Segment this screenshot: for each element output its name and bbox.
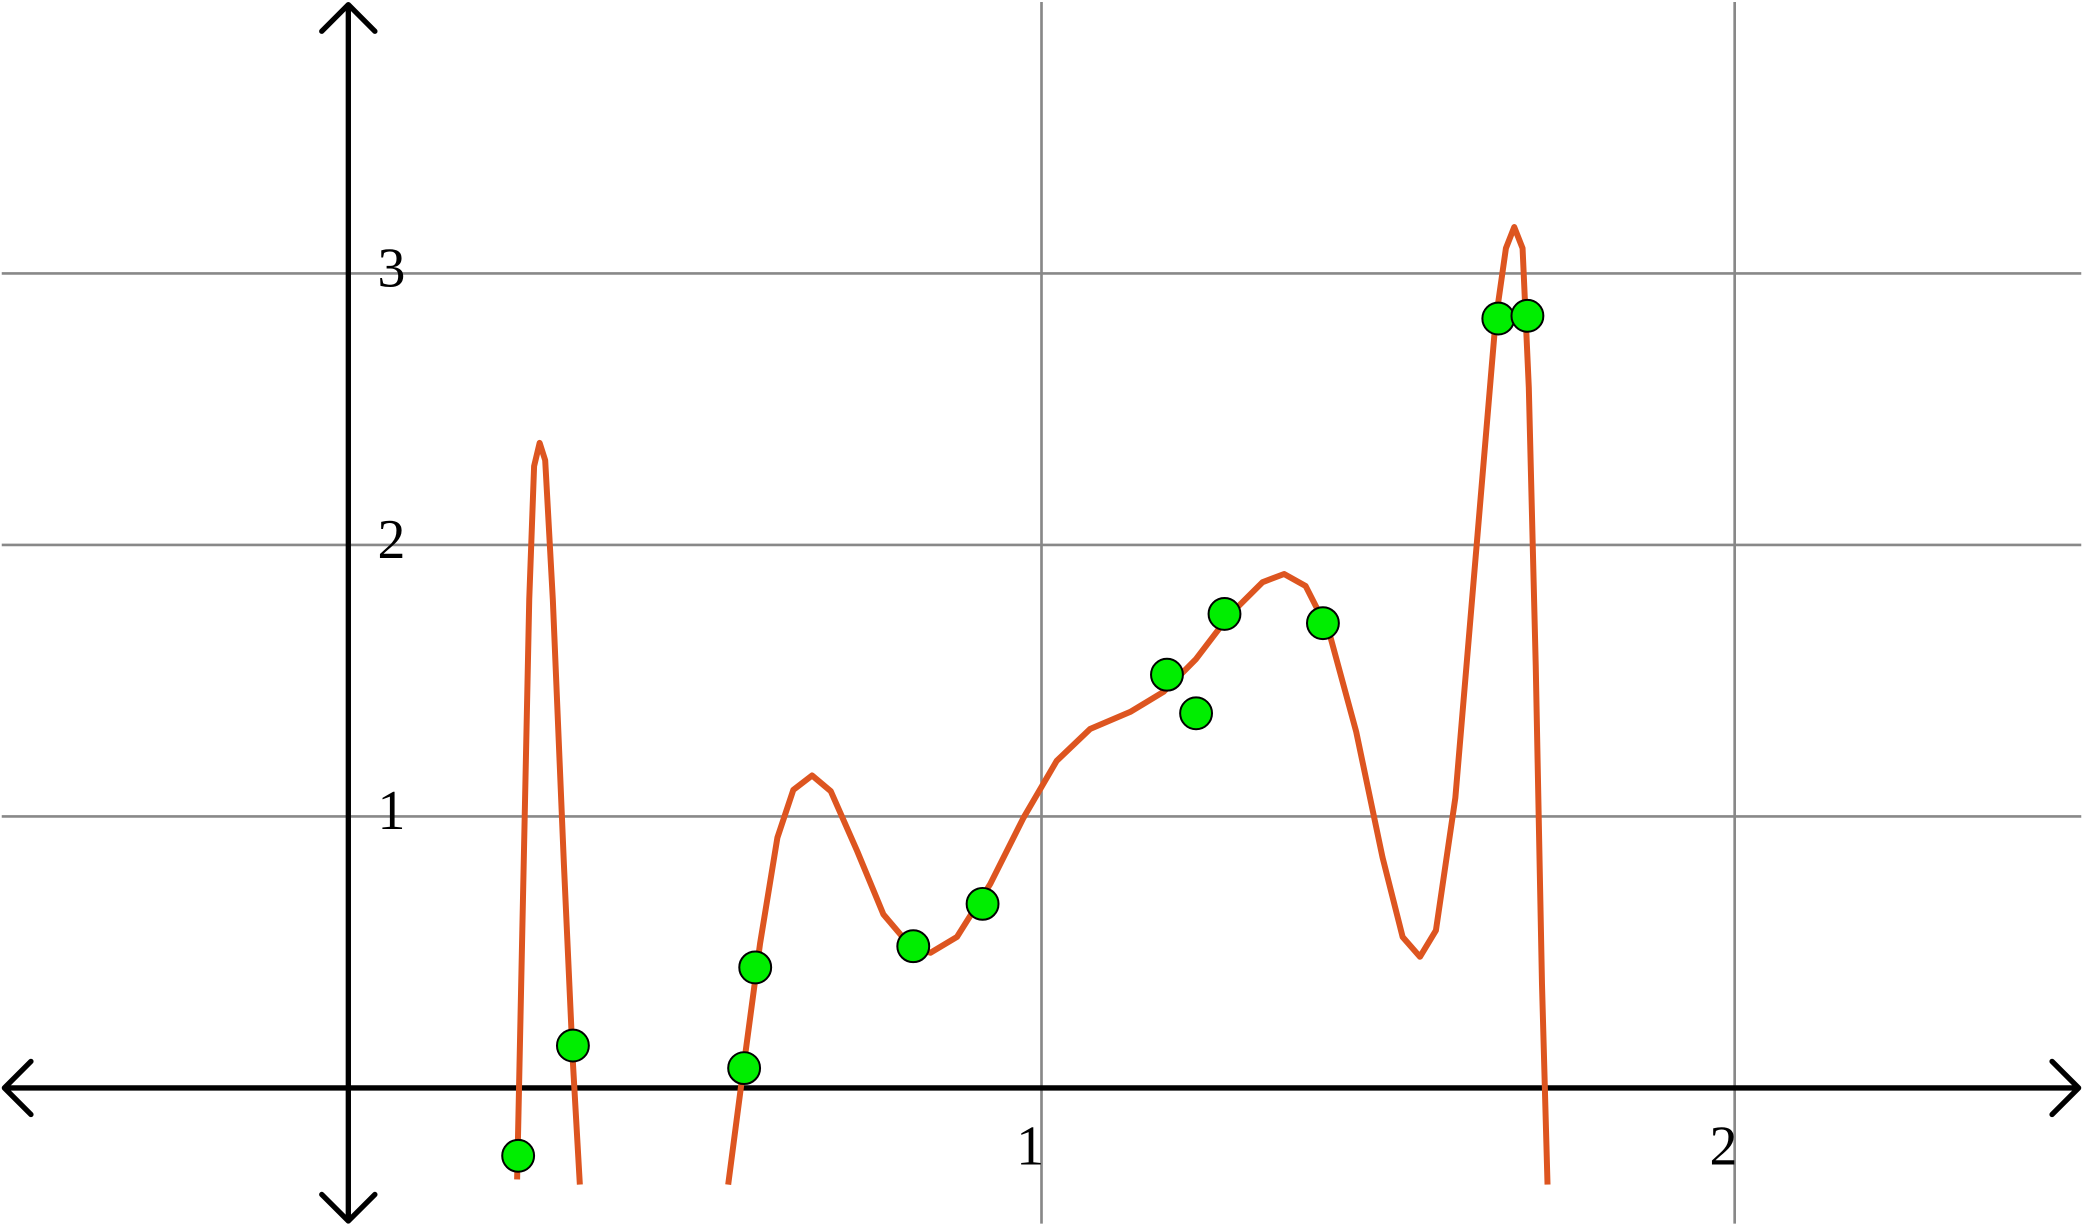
data-point xyxy=(1150,657,1184,692)
data-point xyxy=(1305,606,1340,641)
data-point xyxy=(555,1028,590,1063)
data-point xyxy=(1510,298,1545,333)
axis-arrow xyxy=(319,1,378,34)
data-point xyxy=(738,950,773,985)
axis-arrow xyxy=(1,1058,34,1118)
fit-curve xyxy=(514,224,1551,1185)
data-point xyxy=(1207,596,1242,631)
y-tick-label: 2 xyxy=(378,509,406,571)
data-point xyxy=(1481,301,1516,336)
y-tick-label: 3 xyxy=(378,237,406,299)
axis-arrow xyxy=(2049,1058,2082,1118)
x-tick-label: 2 xyxy=(1709,1115,1737,1177)
data-point xyxy=(1179,696,1214,731)
data-point xyxy=(501,1138,536,1173)
data-point xyxy=(965,886,1000,921)
axis-arrow xyxy=(319,1191,378,1224)
y-tick-label: 1 xyxy=(378,780,406,842)
data-point xyxy=(727,1051,762,1086)
x-tick-label: 1 xyxy=(1016,1115,1044,1177)
data-point xyxy=(896,929,931,964)
